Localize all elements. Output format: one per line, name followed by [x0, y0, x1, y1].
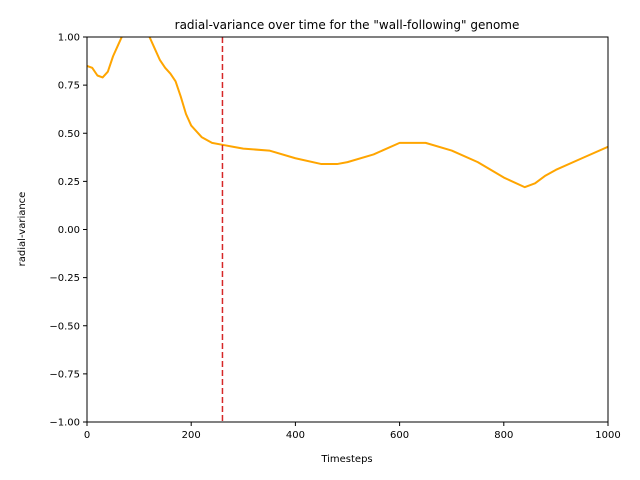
y-tick-label: −0.75 — [49, 369, 80, 380]
chart-title: radial-variance over time for the "wall-… — [175, 18, 520, 32]
x-tick-label: 600 — [390, 430, 409, 441]
plot-area-frame — [86, 36, 609, 423]
y-tick-label: −0.25 — [49, 273, 80, 284]
y-tick-label: −0.50 — [49, 321, 80, 332]
y-tick-label: 0.25 — [58, 177, 80, 188]
y-tick-label: 0.00 — [58, 225, 80, 236]
x-tick-label: 400 — [286, 430, 305, 441]
y-tick-label: 1.00 — [58, 33, 80, 44]
series-line-0 — [87, 37, 608, 189]
x-tick-label: 800 — [494, 430, 513, 441]
y-tick-label: 0.75 — [58, 81, 80, 92]
x-tick-label: 200 — [182, 430, 201, 441]
x-axis-label: Timesteps — [320, 454, 372, 465]
y-tick-label: 0.50 — [58, 129, 80, 140]
x-tick-label: 0 — [84, 430, 90, 441]
y-axis-label: radial-variance — [17, 192, 28, 267]
y-tick-label: −1.00 — [49, 418, 80, 429]
x-tick-label: 1000 — [595, 430, 620, 441]
